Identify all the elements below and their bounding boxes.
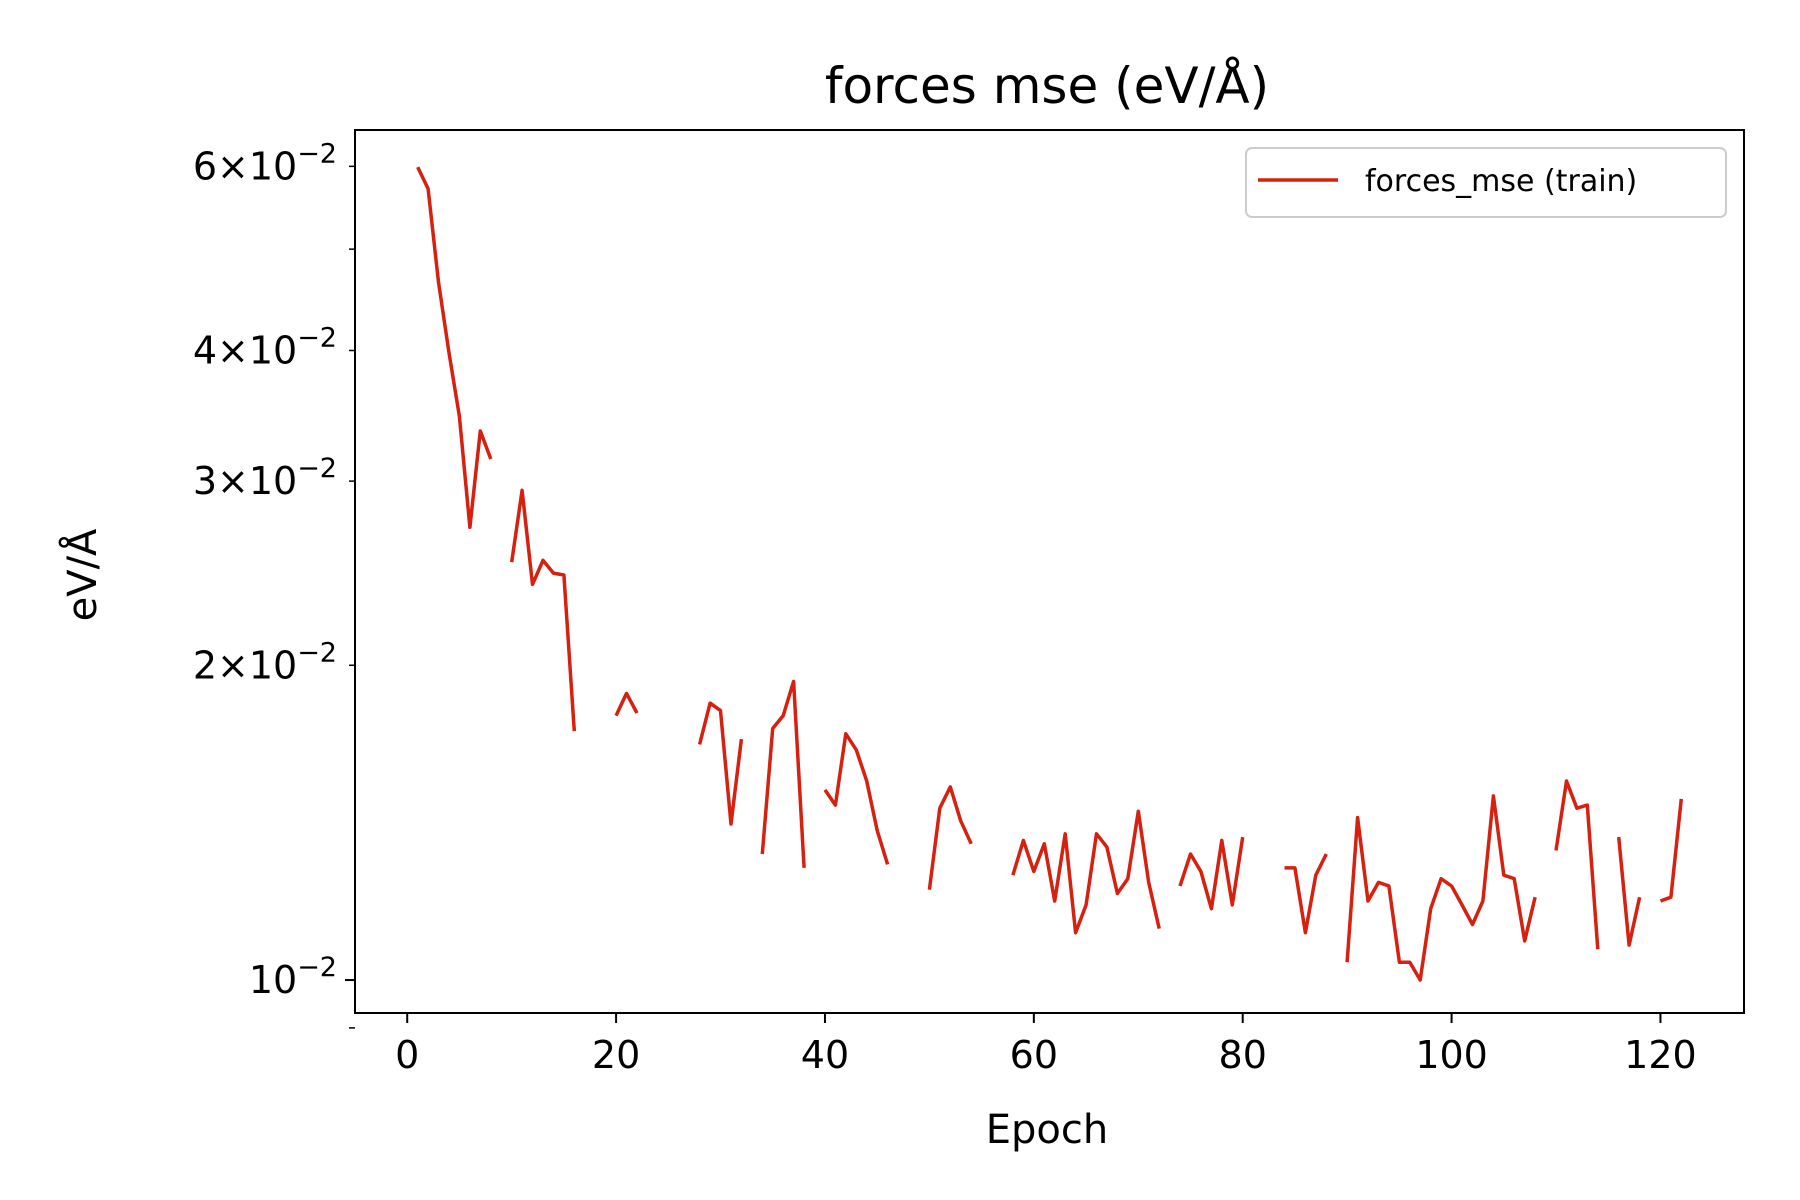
y-tick-label-minor-1: 3×10−2	[193, 453, 337, 503]
series-layer	[416, 166, 1684, 982]
legend: forces_mse (train)	[1245, 147, 1727, 218]
x-tick-label-4: 80	[1219, 1033, 1267, 1077]
y-axis-label: eV/Å	[58, 528, 106, 621]
y-tick-label-minor-3: 6×10−2	[193, 138, 337, 188]
chart-title: forces mse (eV/Å)	[825, 57, 1269, 115]
x-tick-label-5: 100	[1415, 1033, 1488, 1077]
series-line-0	[416, 166, 1684, 982]
x-axis-label: Epoch	[986, 1107, 1108, 1153]
x-tick-label-2: 40	[801, 1033, 849, 1077]
legend-entry-forces-mse-train: forces_mse (train)	[1365, 164, 1637, 199]
x-axis: 0 20 40 60 80 100 120	[395, 1013, 1697, 1077]
y-tick-label-major-0: 10−2	[249, 952, 337, 1002]
x-tick-label-1: 20	[592, 1033, 640, 1077]
x-tick-label-0: 0	[395, 1033, 419, 1077]
y-tick-label-minor-2: 4×10−2	[193, 322, 337, 372]
x-tick-label-6: 120	[1624, 1033, 1697, 1077]
y-tick-label-minor-0: 2×10−2	[193, 637, 337, 687]
y-axis: 10−2 2×10−2 3×10−2 4×10−2 6×10−2	[193, 138, 355, 1029]
legend-box	[1245, 147, 1727, 218]
x-tick-label-3: 60	[1010, 1033, 1058, 1077]
plot-frame	[354, 129, 1745, 1014]
